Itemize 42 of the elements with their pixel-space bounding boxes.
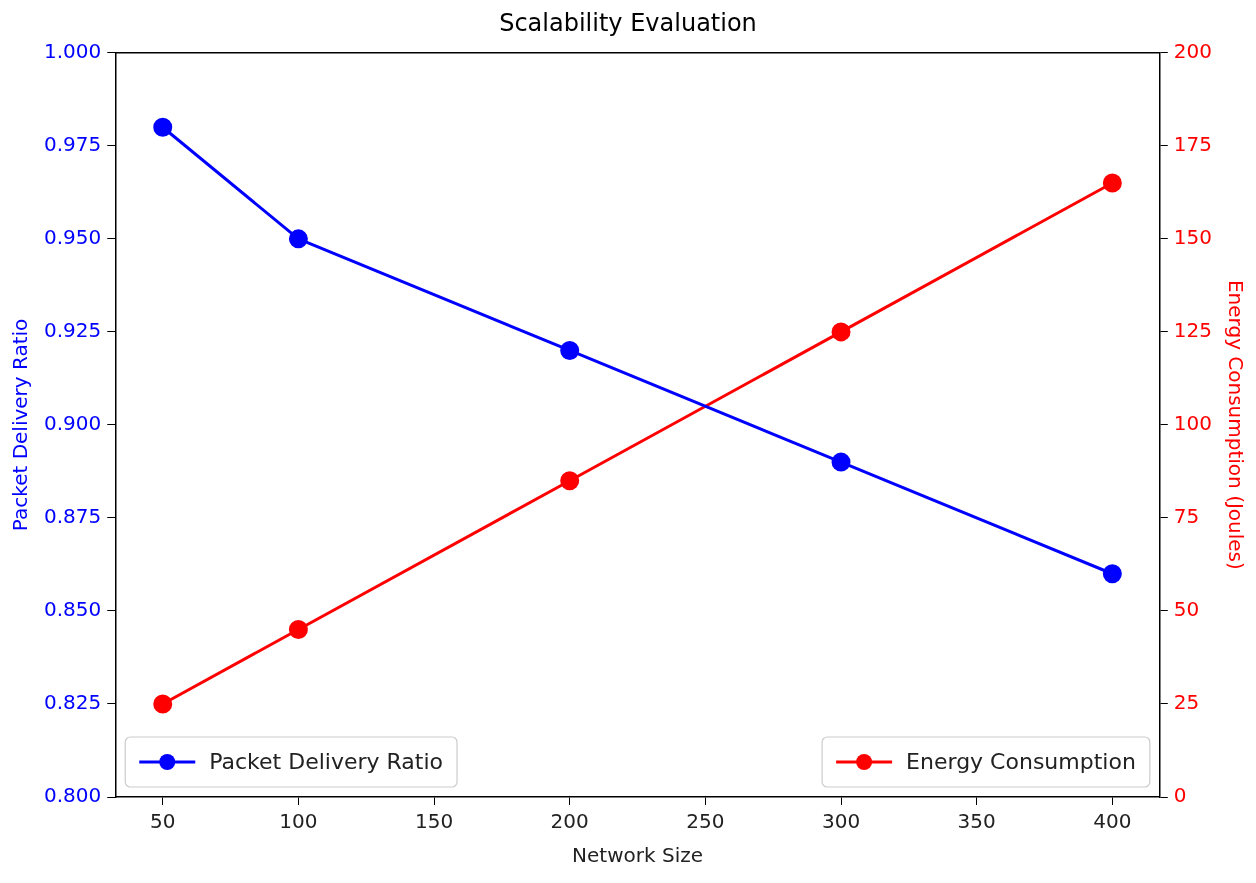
y-tick-label: 0.950 bbox=[43, 225, 102, 250]
y2-tick-label: 50 bbox=[1173, 597, 1200, 622]
point bbox=[153, 694, 173, 714]
x-tick-label: 350 bbox=[957, 809, 996, 834]
point bbox=[1102, 173, 1122, 193]
point bbox=[288, 620, 308, 640]
y-tick-label: 1.000 bbox=[43, 39, 102, 63]
y-tick-label: 0.825 bbox=[43, 690, 102, 715]
x-tick-label: 150 bbox=[414, 809, 454, 834]
y-tick-label: 0.850 bbox=[43, 597, 102, 622]
x-tick-label: 300 bbox=[821, 809, 861, 834]
y2-axis-title: Energy Consumption (Joules) bbox=[1223, 279, 1248, 570]
legend-label: Packet Delivery Ratio bbox=[209, 748, 444, 774]
x-axis-title: Network Size bbox=[572, 843, 703, 868]
point bbox=[560, 340, 580, 360]
y-tick-label: 0.800 bbox=[43, 783, 102, 808]
x-tick-label: 100 bbox=[279, 809, 318, 834]
x-tick-label: 50 bbox=[150, 809, 176, 834]
y2-tick-label: 200 bbox=[1173, 39, 1213, 63]
x-tick-label: 200 bbox=[550, 809, 589, 834]
point bbox=[560, 471, 580, 491]
y2-tick-label: 125 bbox=[1173, 318, 1213, 343]
legend-label: Energy Consumption bbox=[906, 748, 1136, 774]
y-tick-label: 0.875 bbox=[43, 504, 102, 529]
y2-tick-label: 25 bbox=[1173, 690, 1200, 715]
y-tick-label: 0.925 bbox=[43, 318, 102, 343]
y-tick-label: 0.900 bbox=[43, 411, 102, 436]
point bbox=[831, 452, 851, 472]
point bbox=[1102, 564, 1122, 584]
y2-tick-label: 75 bbox=[1173, 504, 1200, 529]
y2-tick-label: 100 bbox=[1173, 411, 1213, 436]
point bbox=[288, 229, 308, 249]
x-tick-label: 250 bbox=[686, 809, 725, 834]
y-axis-title: Packet Delivery Ratio bbox=[8, 318, 33, 532]
y2-tick-label: 175 bbox=[1173, 132, 1213, 157]
chart-title: Scalability Evaluation bbox=[499, 8, 757, 37]
y-tick-label: 0.975 bbox=[43, 132, 102, 157]
point bbox=[831, 322, 851, 342]
y2-tick-label: 0 bbox=[1173, 783, 1187, 808]
point bbox=[153, 117, 173, 137]
y2-tick-label: 150 bbox=[1173, 225, 1213, 250]
x-tick-label: 400 bbox=[1093, 809, 1132, 834]
